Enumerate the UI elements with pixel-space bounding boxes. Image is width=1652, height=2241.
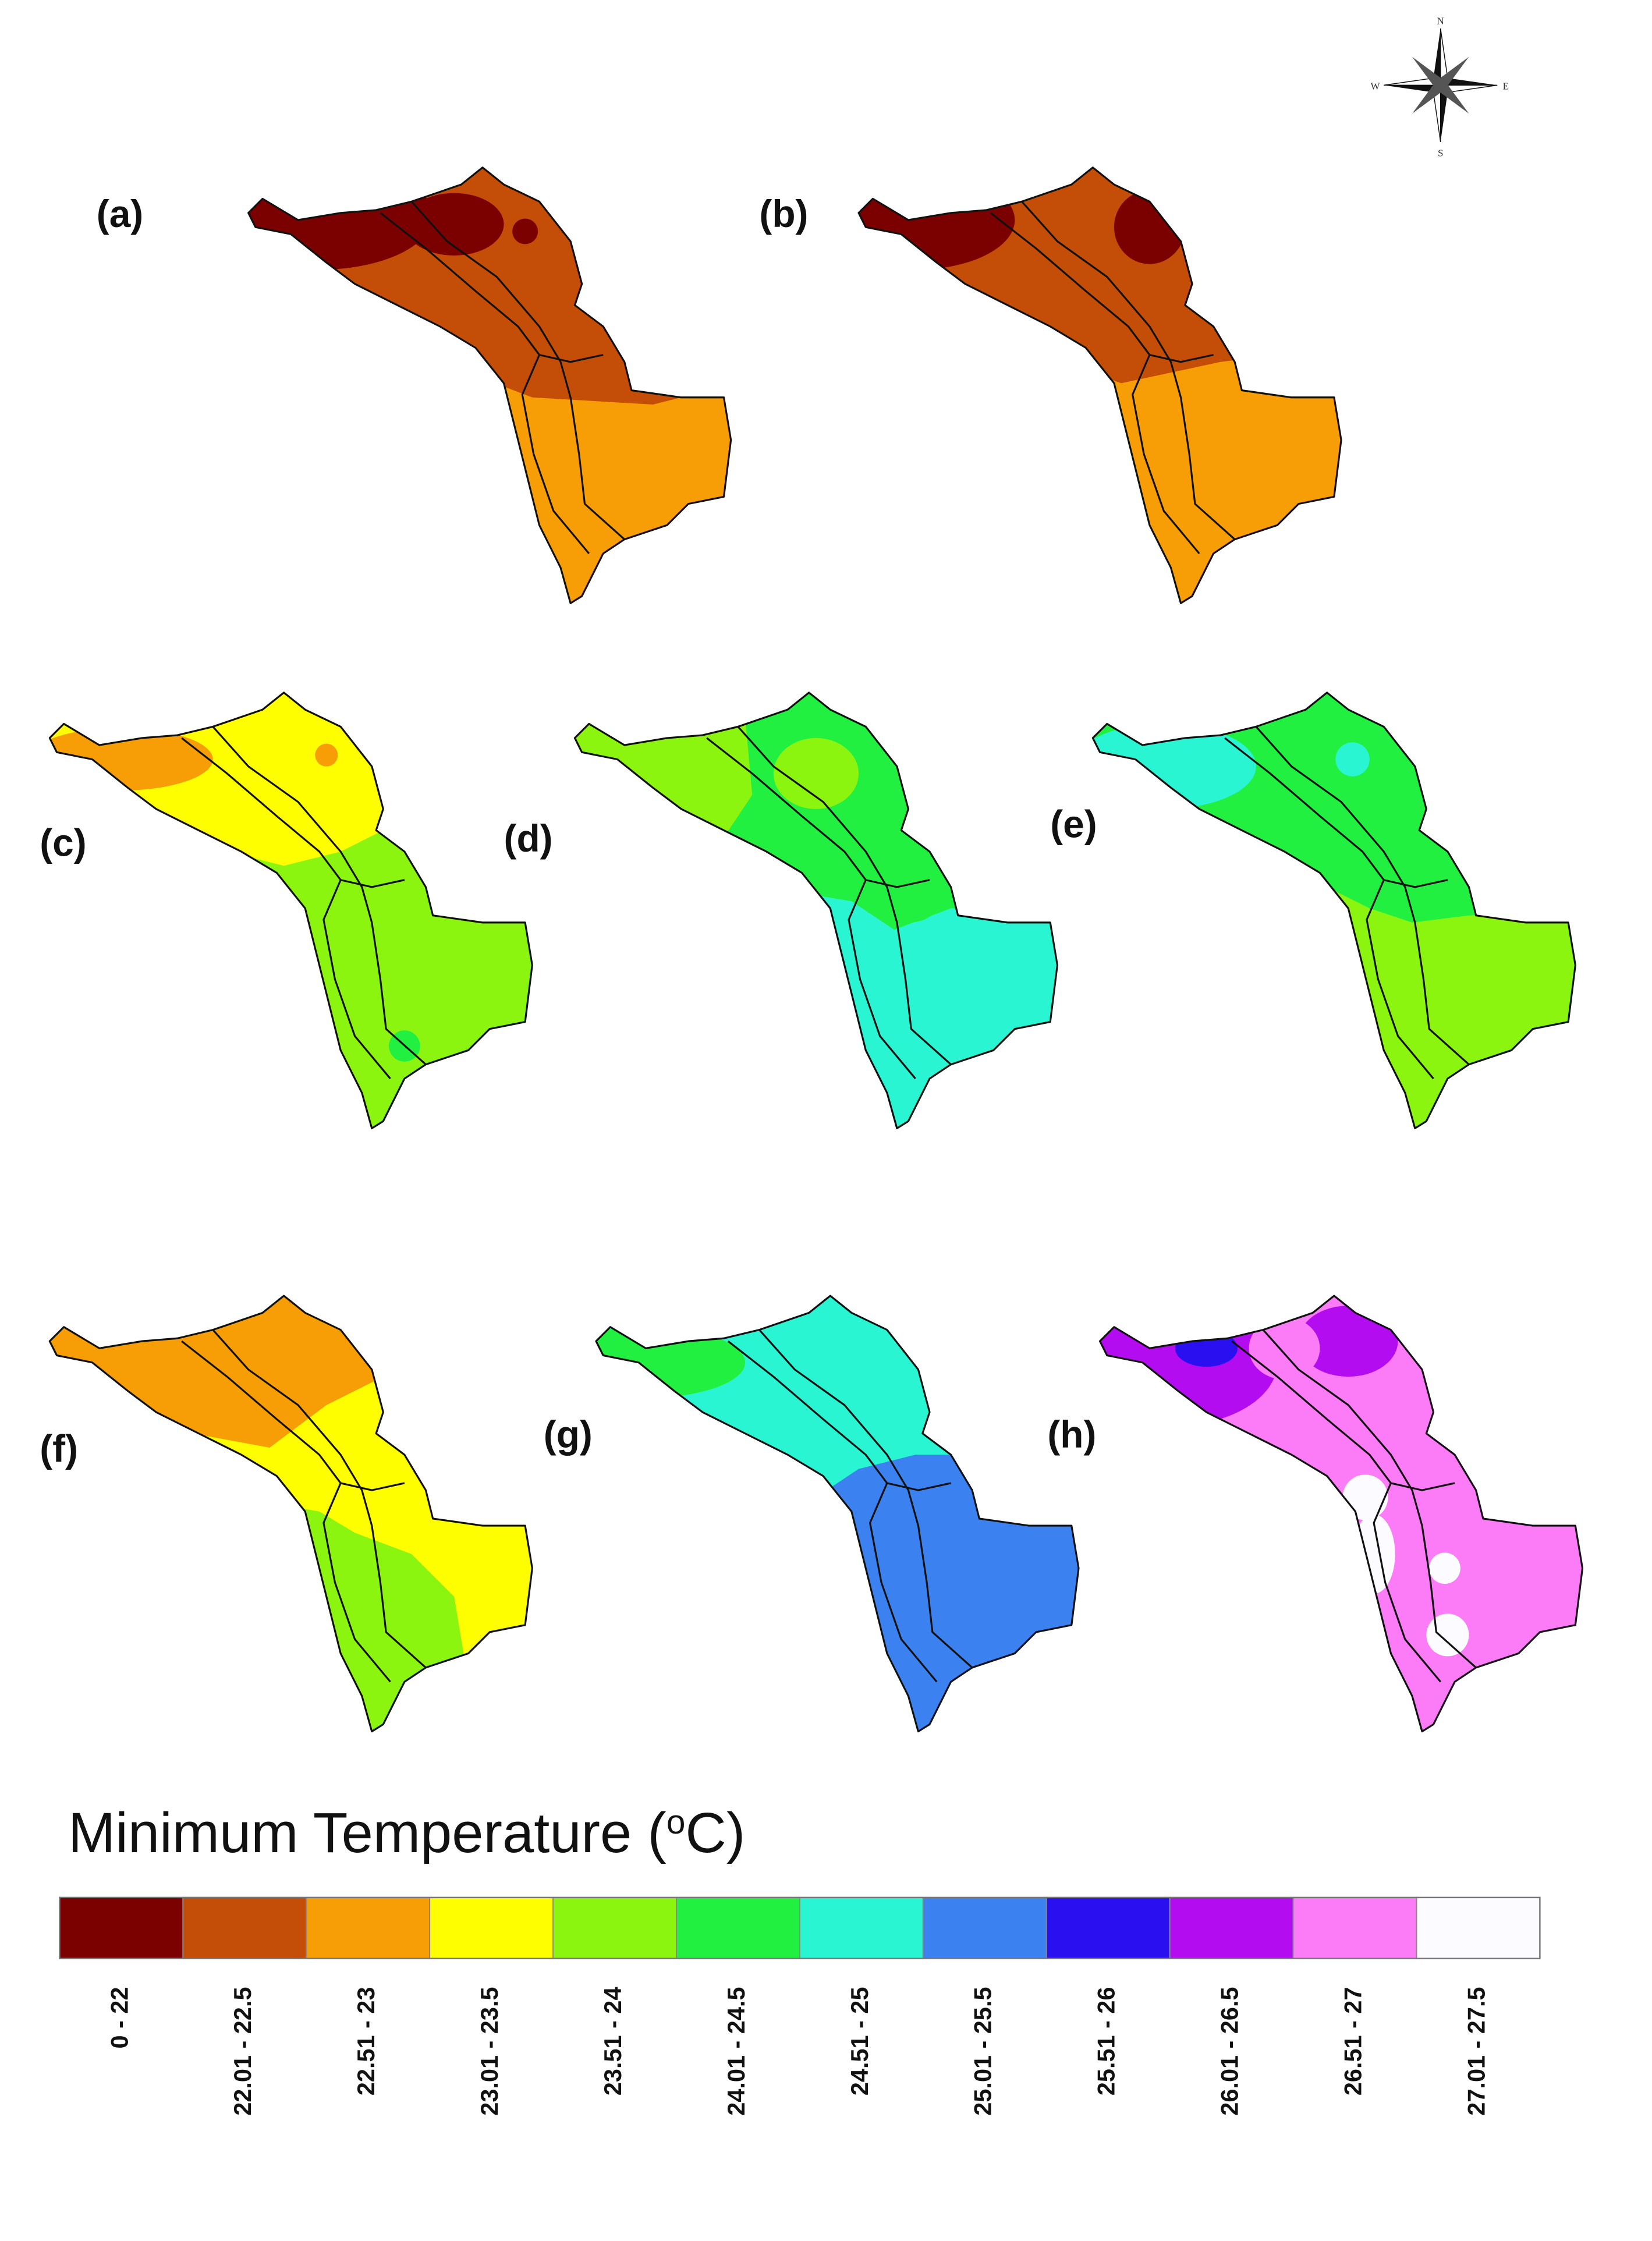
legend: 0 - 22 22.01 - 22.5 22.51 - 23 23.01 - 23.5… xyxy=(59,1896,1541,2116)
zone xyxy=(1429,1552,1460,1584)
legend-swatch xyxy=(429,1896,554,1959)
legend-label: 0 - 22 xyxy=(105,1987,133,2048)
zone xyxy=(1100,1298,1278,1427)
compass-south: S xyxy=(1438,147,1443,158)
zone xyxy=(49,1296,533,1448)
legend-swatch xyxy=(1169,1896,1294,1959)
zone xyxy=(1093,692,1576,923)
legend-label: 25.01 - 25.5 xyxy=(969,1987,997,2115)
zone xyxy=(248,167,731,405)
legend-frame xyxy=(59,1896,1541,1959)
legend-swatch xyxy=(1416,1896,1541,1959)
legend-swatch xyxy=(676,1896,800,1959)
map-panel xyxy=(247,166,732,604)
map-panel xyxy=(573,692,1059,1129)
legend-label: 24.51 - 25 xyxy=(846,1987,873,2095)
zone xyxy=(315,743,338,767)
legend-label: 27.01 - 27.5 xyxy=(1462,1987,1490,2115)
map-panel xyxy=(857,166,1342,604)
panel-label: (b) xyxy=(759,192,808,235)
legend-swatch xyxy=(922,1896,1047,1959)
panel-label: (f) xyxy=(40,1427,78,1470)
panel-label: (e) xyxy=(1050,803,1097,846)
zone xyxy=(1335,742,1370,776)
legend-label: 22.51 - 23 xyxy=(352,1987,380,2095)
legend-swatch xyxy=(59,1896,184,1959)
legend-swatch xyxy=(1045,1896,1171,1959)
legend-swatch xyxy=(799,1896,924,1959)
panel-label: (g) xyxy=(544,1413,593,1456)
legend-label: 26.51 - 27 xyxy=(1339,1987,1366,2095)
zone xyxy=(596,1327,746,1398)
zone xyxy=(859,167,1342,384)
map-panel xyxy=(595,1295,1080,1733)
zone xyxy=(1175,1329,1238,1367)
legend-title-superscript: o xyxy=(667,1803,686,1841)
zone xyxy=(575,692,753,838)
panel-label: (c) xyxy=(40,821,86,864)
map-panel xyxy=(48,692,533,1129)
legend-label: 23.51 - 24 xyxy=(599,1987,626,2095)
panel-label: (a) xyxy=(97,192,143,235)
legend-label: 22.01 - 22.5 xyxy=(229,1987,256,2115)
zone xyxy=(1298,1306,1398,1377)
legend-swatch xyxy=(182,1896,307,1959)
legend-title-prefix: Minimum Temperature ( xyxy=(68,1801,667,1864)
legend-label: 24.01 - 24.5 xyxy=(722,1987,750,2115)
compass: N S W E xyxy=(1371,16,1509,159)
compass-star-minor xyxy=(1436,56,1469,90)
panel-label: (h) xyxy=(1047,1413,1096,1456)
legend-title: Minimum Temperature (oC) xyxy=(68,1801,745,1864)
legend-label: 23.01 - 23.5 xyxy=(476,1987,503,2115)
compass-east: E xyxy=(1503,81,1509,92)
compass-star-minor xyxy=(1412,81,1445,114)
zone xyxy=(512,218,538,244)
zone xyxy=(859,170,1015,270)
legend-title-suffix: C) xyxy=(685,1801,745,1864)
compass-star-minor xyxy=(1436,81,1469,114)
zone xyxy=(1249,1317,1320,1380)
zone xyxy=(1426,1614,1469,1657)
panel-label: (d) xyxy=(504,817,553,860)
legend-swatch xyxy=(1292,1896,1417,1959)
zone xyxy=(404,193,504,256)
legend-swatch xyxy=(552,1896,677,1959)
zone xyxy=(773,737,859,809)
map-panel xyxy=(1091,692,1576,1129)
map-panel xyxy=(1098,1295,1584,1733)
legend-label: 26.01 - 26.5 xyxy=(1216,1987,1243,2115)
compass-north: N xyxy=(1437,16,1444,27)
legend-swatch xyxy=(306,1896,431,1959)
compass-west: W xyxy=(1371,81,1381,92)
map-panel xyxy=(48,1295,533,1733)
zone xyxy=(596,1296,1079,1498)
zone xyxy=(1342,1474,1388,1520)
legend-label: 25.51 - 26 xyxy=(1093,1987,1120,2095)
zone xyxy=(1093,724,1256,809)
